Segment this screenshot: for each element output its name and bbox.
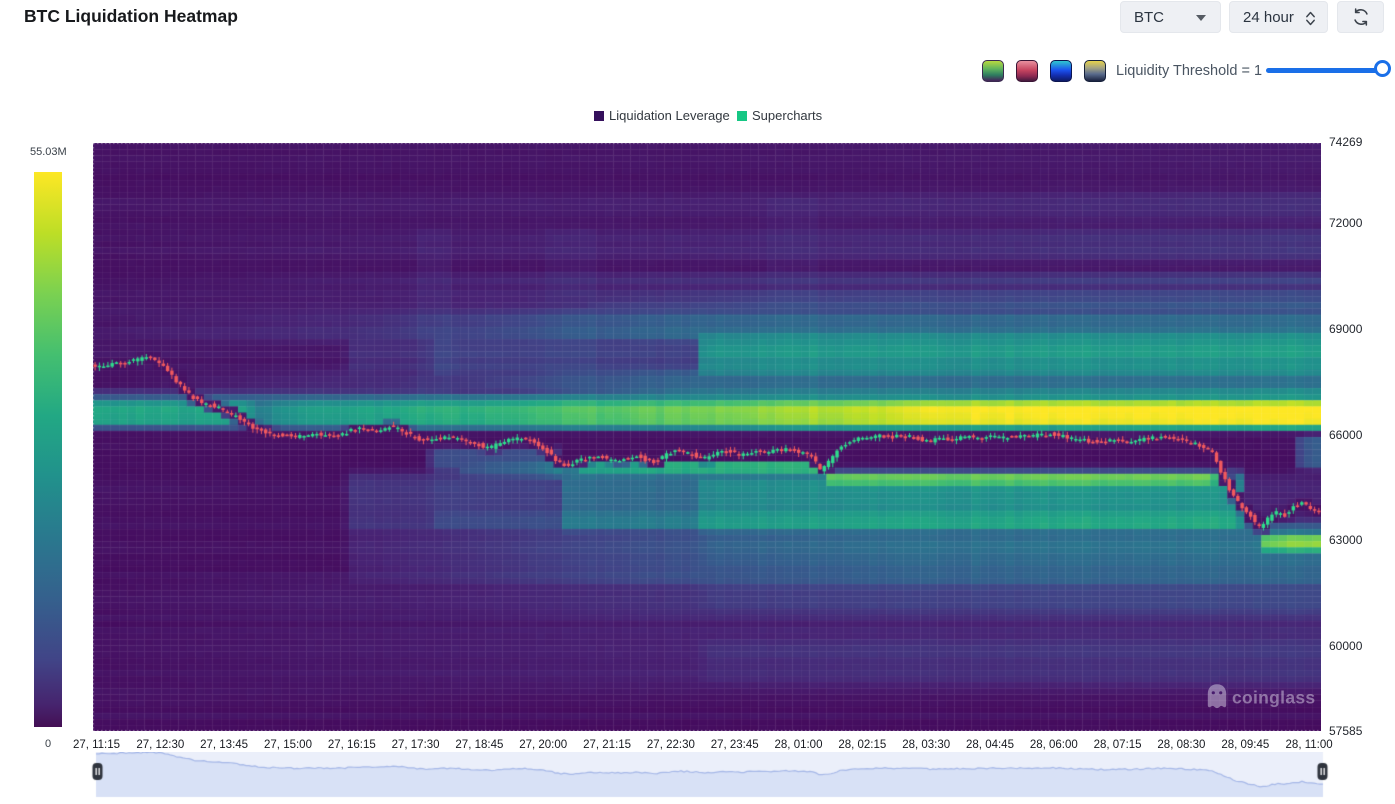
svg-text:coinglass: coinglass [1232,688,1315,708]
